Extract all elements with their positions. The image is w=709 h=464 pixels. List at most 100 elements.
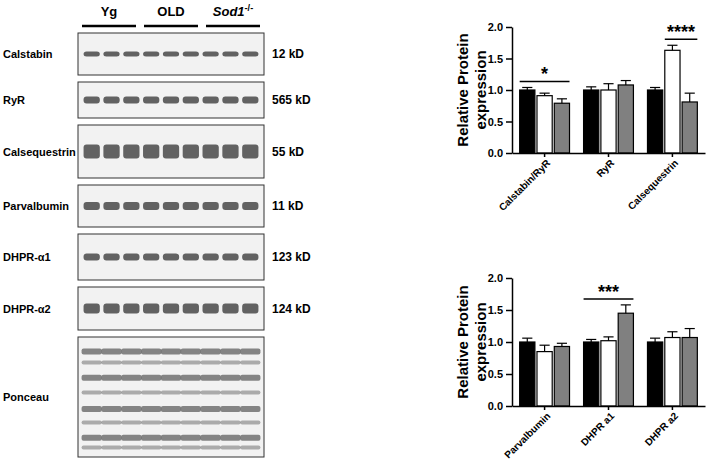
error-cap (650, 87, 660, 88)
blot-band (240, 348, 260, 354)
blot-band (161, 348, 181, 354)
error-stem (544, 345, 545, 351)
bar (665, 338, 680, 406)
error-bar (650, 338, 660, 342)
bar (665, 50, 680, 153)
group-underline (144, 25, 198, 28)
blot-band (161, 406, 181, 412)
blot-band (203, 97, 219, 104)
error-stem (608, 84, 609, 90)
blot-band (123, 304, 139, 314)
blot-band (220, 446, 240, 450)
error-bar (603, 84, 613, 90)
blot-band (141, 435, 161, 441)
group-label: OLD (157, 4, 184, 19)
blot-band (161, 446, 181, 450)
blot-band (163, 52, 179, 57)
blot-band (181, 446, 201, 450)
error-stem (672, 45, 673, 50)
x-tick-label: RyR (594, 157, 616, 179)
error-cap (557, 343, 567, 344)
blot-band (181, 406, 201, 412)
bar (682, 338, 697, 406)
y-tick-label: 1.0 (488, 336, 503, 348)
bar (584, 90, 599, 153)
error-cap (603, 336, 613, 337)
bar (601, 341, 616, 406)
error-cap (603, 83, 613, 84)
blot-band (203, 202, 219, 210)
y-tick-label: 1.0 (488, 84, 503, 96)
blot-band (161, 390, 181, 394)
error-cap (685, 328, 695, 329)
y-axis-title: Relative Proteinexpression (454, 285, 488, 398)
blot-band (101, 360, 121, 364)
label-part: Sod1 (213, 4, 245, 19)
blot-band (242, 254, 258, 261)
x-tick-label: Parvalbumin (502, 410, 552, 460)
blot-band (240, 390, 260, 394)
blot-band (183, 254, 199, 261)
blot-band (183, 52, 199, 57)
x-tick-mark (608, 153, 610, 157)
blot-band (121, 420, 141, 424)
title-line: expression (472, 50, 489, 129)
blot-band (222, 97, 238, 104)
row-size: 11 kD (272, 199, 304, 213)
blot-band (103, 202, 119, 210)
x-tick-mark (544, 406, 546, 410)
error-bar (586, 87, 596, 90)
blot-band (82, 435, 102, 441)
row-size: 124 kD (272, 302, 311, 316)
y-tick: 0.0 (488, 400, 512, 412)
error-cap (540, 93, 550, 94)
x-tick: Calsequestrin (626, 153, 681, 212)
blot-frame (78, 185, 264, 227)
blot-band (101, 420, 121, 424)
bar (537, 352, 552, 406)
error-cap (557, 98, 567, 99)
group-underline (206, 25, 260, 28)
row-size: 55 kD (272, 145, 304, 159)
blot-band (84, 97, 100, 104)
blot-band (181, 348, 201, 354)
blot-band (123, 97, 139, 104)
blot-band (121, 360, 141, 364)
y-tick-mark (506, 374, 512, 376)
blot-frame (78, 82, 264, 118)
blot-band (143, 97, 159, 104)
blot-band (121, 446, 141, 450)
x-tick-label: DHPR a2 (643, 410, 681, 448)
bar (554, 346, 569, 406)
blot-band (82, 406, 102, 412)
row-size: 123 kD (272, 250, 311, 264)
blot: Calstabin12 kDRyR565 kDCalsequestrin55 k… (3, 33, 311, 457)
annotation: **** (667, 22, 695, 42)
y-tick-mark (506, 153, 512, 155)
row-label: Ponceau (3, 391, 49, 403)
chart: 0.00.51.01.52.0ParvalbuminDHPR a1DHPR a2… (454, 272, 705, 460)
blot-band (121, 435, 141, 441)
y-axis: 0.00.51.01.52.0 (488, 21, 513, 159)
blot-band (220, 435, 240, 441)
error-bar (522, 87, 532, 90)
x-tick: DHPR a2 (643, 406, 681, 448)
y-tick: 1.0 (488, 336, 512, 348)
blot-band (201, 406, 221, 412)
blot-band (163, 97, 179, 104)
error-bar (586, 339, 596, 342)
y-tick-mark (506, 310, 512, 312)
group-label: Yg (101, 4, 118, 19)
blot-band (240, 406, 260, 412)
error-cap (621, 80, 631, 81)
blot-band (181, 420, 201, 424)
error-cap (667, 331, 677, 332)
y-tick-mark (506, 90, 512, 92)
error-bar (557, 343, 567, 346)
blot-band (163, 202, 179, 210)
y-tick-mark (506, 278, 512, 280)
blot-band (82, 360, 102, 364)
bar (647, 90, 662, 153)
blot-band (203, 52, 219, 57)
blot-band (220, 406, 240, 412)
